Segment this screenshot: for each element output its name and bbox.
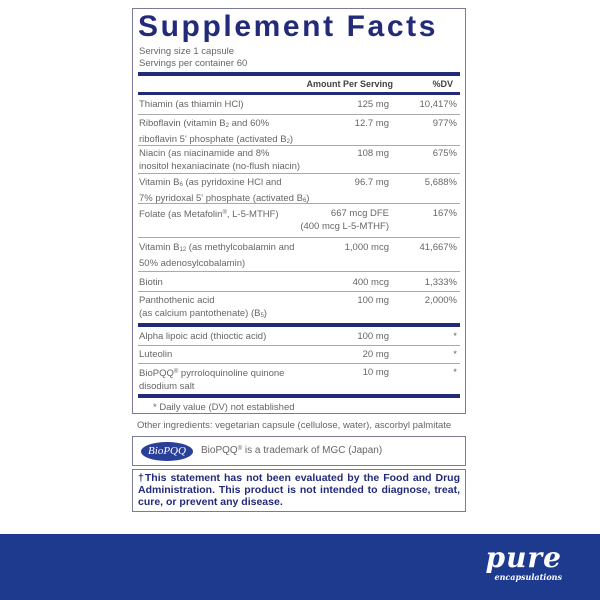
trademark-text: BioPQQ® is a trademark of MGC (Japan)	[201, 445, 383, 456]
amount-header: Amount Per Serving	[306, 79, 393, 89]
thick-divider	[138, 394, 460, 398]
dv-footnote: * Daily value (DV) not established	[153, 402, 295, 413]
other-ingredients: Other ingredients: vegetarian capsule (c…	[137, 420, 452, 431]
brand-logo: pure encapsulations	[485, 541, 562, 583]
biopqq-logo: BioPQQ	[141, 442, 193, 461]
thick-divider	[138, 72, 460, 76]
fda-statement: †This statement has not been evaluated b…	[132, 469, 466, 512]
servings-per-container: Servings per container 60	[139, 58, 248, 69]
serving-size: Serving size 1 capsule	[139, 46, 235, 57]
thick-divider	[138, 323, 460, 327]
panel-title: Supplement Facts	[138, 10, 438, 43]
thick-divider	[138, 92, 460, 95]
trademark-box: BioPQQ BioPQQ® is a trademark of MGC (Ja…	[132, 436, 466, 466]
brand-footer: pure encapsulations	[0, 534, 600, 600]
supplement-facts-panel: Supplement Facts Serving size 1 capsule …	[132, 8, 466, 414]
dv-header: %DV	[432, 79, 453, 89]
